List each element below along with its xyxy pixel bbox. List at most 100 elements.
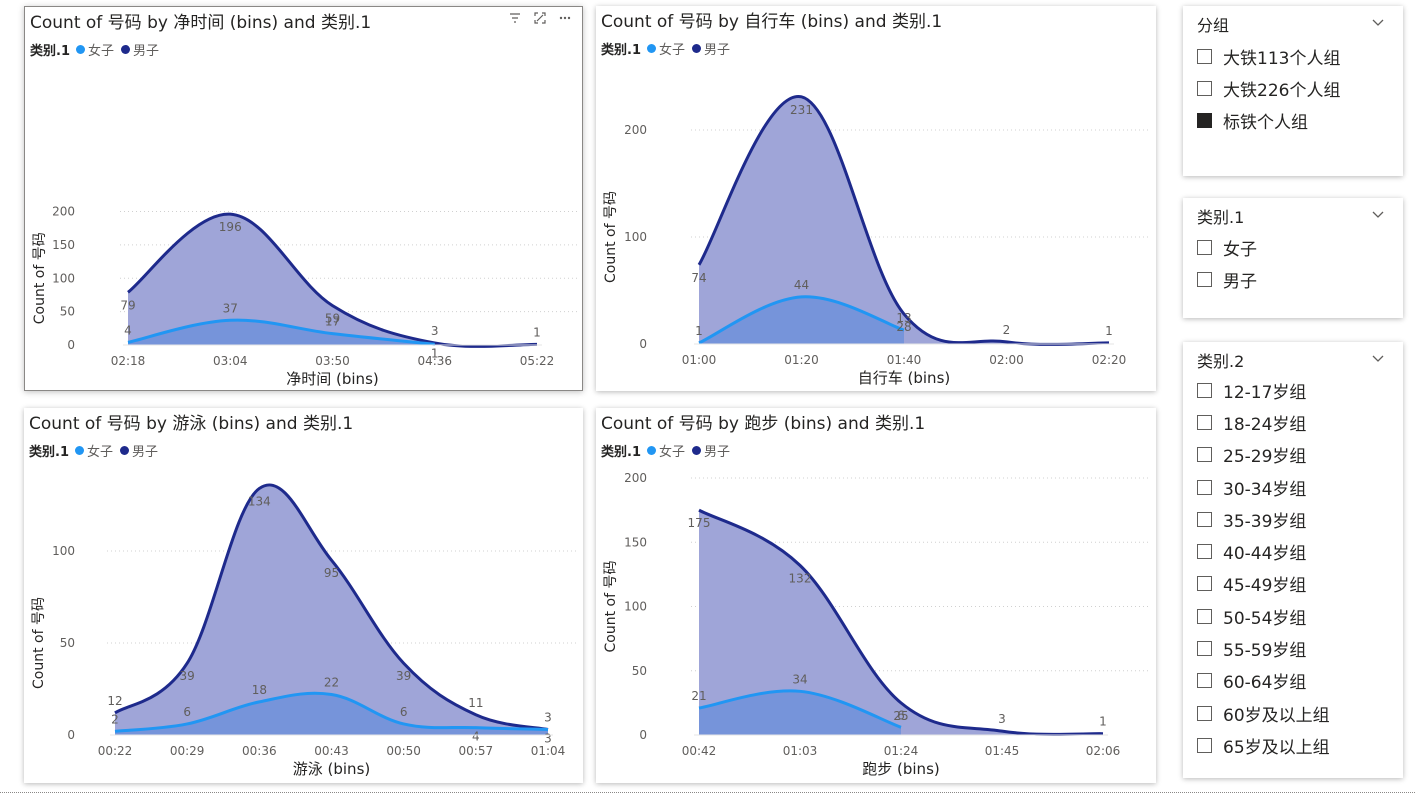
male-series-dot-icon bbox=[692, 44, 701, 53]
legend-label-male: 男子 bbox=[704, 445, 731, 460]
slicer-option[interactable]: 男子 bbox=[1197, 263, 1257, 295]
slicer-option[interactable]: 标铁个人组 bbox=[1197, 105, 1340, 137]
slicer-category-1[interactable]: 类别.1 女子 男子 bbox=[1183, 198, 1403, 318]
slicer-option-label: 65岁及以上组 bbox=[1223, 737, 1330, 758]
slicer-option[interactable]: 女子 bbox=[1197, 231, 1257, 263]
female-area[interactable] bbox=[699, 690, 901, 735]
slicer-option[interactable]: 45-49岁组 bbox=[1197, 568, 1330, 600]
chevron-down-icon[interactable] bbox=[1371, 205, 1385, 224]
female-line[interactable] bbox=[114, 691, 549, 733]
chart-card-swim[interactable]: Count of 号码 by 游泳 (bins) and 类别.1 类别.1 女… bbox=[24, 408, 583, 783]
legend-item-male[interactable]: 男子 bbox=[120, 441, 158, 460]
filter-icon[interactable] bbox=[508, 10, 522, 29]
female-area[interactable] bbox=[128, 320, 435, 345]
checkbox-icon[interactable] bbox=[1197, 673, 1212, 689]
slicer-option[interactable]: 大铁226个人组 bbox=[1197, 72, 1340, 104]
slicer-option[interactable]: 35-39岁组 bbox=[1197, 503, 1330, 535]
chart-legend: 类别.1 女子 男子 bbox=[29, 441, 165, 460]
male-series-dot-icon bbox=[120, 446, 129, 455]
slicer-option[interactable]: 大铁113个人组 bbox=[1197, 40, 1340, 72]
legend-item-female[interactable]: 女子 bbox=[646, 39, 685, 58]
male-area[interactable] bbox=[128, 214, 537, 347]
checkbox-icon[interactable] bbox=[1197, 382, 1212, 398]
y-tick-label: 100 bbox=[624, 600, 647, 614]
female-area[interactable] bbox=[115, 693, 548, 735]
legend-item-female[interactable]: 女子 bbox=[646, 441, 685, 460]
checkbox-icon[interactable] bbox=[1197, 479, 1212, 495]
legend-label-female: 女子 bbox=[86, 445, 113, 460]
checkbox-icon[interactable] bbox=[1197, 705, 1212, 721]
x-tick-label: 00:43 bbox=[314, 744, 349, 758]
y-tick-label: 0 bbox=[67, 338, 75, 352]
slicer-title: 类别.1 bbox=[1197, 208, 1245, 227]
chart-card-bike[interactable]: Count of 号码 by 自行车 (bins) and 类别.1 类别.1 … bbox=[596, 6, 1156, 391]
checkbox-icon[interactable] bbox=[1197, 608, 1212, 624]
x-tick-label: 03:50 bbox=[315, 354, 350, 368]
checkbox-icon[interactable] bbox=[1197, 447, 1212, 463]
x-tick-label: 01:20 bbox=[784, 353, 819, 367]
male-line[interactable] bbox=[114, 483, 549, 731]
male-line[interactable] bbox=[697, 95, 1110, 346]
chart-card-net-time[interactable]: Count of 号码 by 净时间 (bins) and 类别.1 类别.1 … bbox=[24, 6, 583, 391]
female-data-label: 3 bbox=[544, 731, 552, 745]
slicer-options: 大铁113个人组 大铁226个人组 标铁个人组 bbox=[1197, 40, 1340, 137]
more-options-icon[interactable] bbox=[558, 10, 572, 29]
legend-item-male[interactable]: 男子 bbox=[692, 441, 730, 460]
focus-mode-icon[interactable] bbox=[533, 10, 547, 29]
legend-item-female[interactable]: 女子 bbox=[74, 441, 113, 460]
male-line[interactable] bbox=[698, 508, 1104, 736]
x-tick-label: 02:18 bbox=[111, 354, 146, 368]
slicer-option[interactable]: 50-54岁组 bbox=[1197, 600, 1330, 632]
checkbox-icon[interactable] bbox=[1197, 511, 1212, 527]
x-tick-label: 03:04 bbox=[213, 354, 248, 368]
y-tick-label: 50 bbox=[60, 636, 75, 650]
female-line[interactable] bbox=[698, 689, 902, 729]
checkbox-icon[interactable] bbox=[1197, 544, 1212, 560]
checkbox-icon[interactable] bbox=[1197, 271, 1212, 287]
slicer-option[interactable]: 40-44岁组 bbox=[1197, 535, 1330, 567]
checkbox-icon[interactable] bbox=[1197, 737, 1212, 753]
checkbox-icon[interactable] bbox=[1197, 80, 1212, 96]
checkbox-icon[interactable] bbox=[1197, 576, 1212, 592]
slicer-group[interactable]: 分组 大铁113个人组 大铁226个人组 标铁个人组 bbox=[1183, 6, 1403, 176]
legend-title: 类别.1 bbox=[601, 445, 641, 460]
slicer-option[interactable]: 65岁及以上组 bbox=[1197, 729, 1330, 761]
slicer-option[interactable]: 55-59岁组 bbox=[1197, 632, 1330, 664]
female-line[interactable] bbox=[127, 318, 435, 346]
y-axis-title: Count of 号码 bbox=[603, 191, 619, 283]
legend-item-female[interactable]: 女子 bbox=[75, 40, 114, 59]
male-data-label: 3 bbox=[544, 710, 552, 724]
checkbox-checked-icon[interactable] bbox=[1197, 113, 1212, 129]
chart-title: Count of 号码 by 净时间 (bins) and 类别.1 bbox=[30, 13, 372, 33]
slicer-category-2[interactable]: 类别.2 12-17岁组 18-24岁组 25-29岁组 30-34岁组 35-39岁组… bbox=[1183, 342, 1403, 778]
male-data-label: 39 bbox=[180, 669, 195, 683]
checkbox-icon[interactable] bbox=[1197, 414, 1212, 430]
chevron-down-icon[interactable] bbox=[1371, 349, 1385, 368]
checkbox-icon[interactable] bbox=[1197, 239, 1212, 255]
checkbox-icon[interactable] bbox=[1197, 48, 1212, 64]
x-tick-label: 01:24 bbox=[884, 744, 919, 758]
legend-label-female: 女子 bbox=[87, 44, 114, 59]
chart-card-run[interactable]: Count of 号码 by 跑步 (bins) and 类别.1 类别.1 女… bbox=[596, 408, 1156, 783]
slicer-option[interactable]: 25-29岁组 bbox=[1197, 439, 1330, 471]
male-series-dot-icon bbox=[121, 45, 130, 54]
male-area[interactable] bbox=[115, 484, 548, 735]
checkbox-icon[interactable] bbox=[1197, 641, 1212, 657]
male-area[interactable] bbox=[699, 96, 1109, 345]
female-data-label: 34 bbox=[792, 672, 807, 686]
legend-item-male[interactable]: 男子 bbox=[121, 40, 159, 59]
chevron-down-icon[interactable] bbox=[1371, 13, 1385, 32]
male-line[interactable] bbox=[127, 212, 538, 348]
legend-item-male[interactable]: 男子 bbox=[692, 39, 730, 58]
slicer-option-label: 55-59岁组 bbox=[1223, 641, 1307, 662]
slicer-option[interactable]: 18-24岁组 bbox=[1197, 406, 1330, 438]
y-tick-label: 50 bbox=[632, 664, 647, 678]
female-data-label: 2 bbox=[111, 712, 119, 726]
slicer-option[interactable]: 60-64岁组 bbox=[1197, 665, 1330, 697]
slicer-option[interactable]: 12-17岁组 bbox=[1197, 374, 1330, 406]
female-line[interactable] bbox=[698, 295, 905, 345]
chart-legend: 类别.1 女子 男子 bbox=[601, 441, 737, 460]
slicer-option[interactable]: 30-34岁组 bbox=[1197, 471, 1330, 503]
slicer-option[interactable]: 60岁及以上组 bbox=[1197, 697, 1330, 729]
slicer-options: 女子 男子 bbox=[1197, 231, 1257, 296]
